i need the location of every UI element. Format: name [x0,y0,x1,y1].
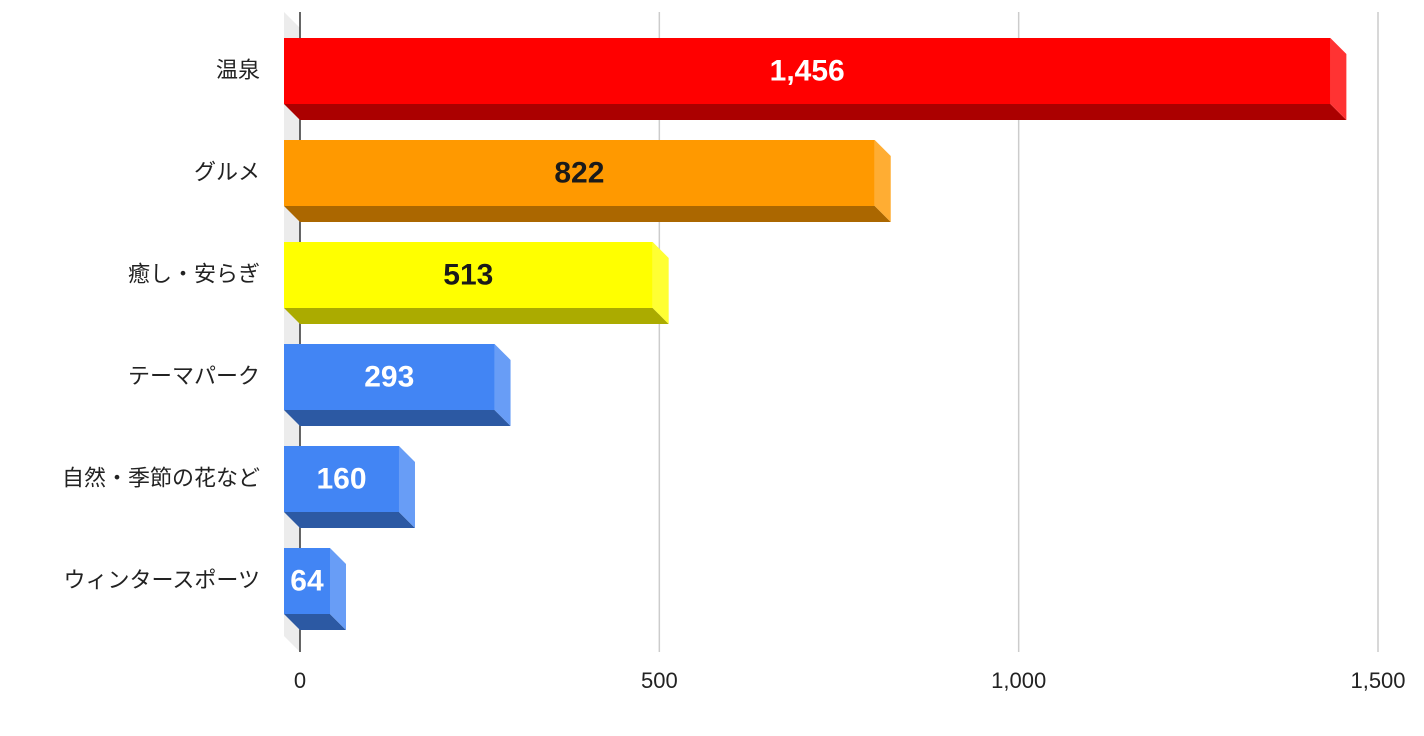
bar-end-face [652,242,669,324]
bar-group: 160 [284,446,415,528]
bar [284,38,1331,104]
bar-value-label: 822 [554,157,604,190]
x-tick-label: 0 [294,668,306,693]
bar-value-label: 160 [316,463,366,496]
bar [284,140,875,206]
category-label: 自然・季節の花など [62,467,260,492]
bar-end-face [329,548,346,630]
bar-value-label: 513 [443,259,493,292]
category-label: グルメ [194,161,260,186]
x-tick-label: 1,500 [1350,668,1405,693]
bar-end-face [494,344,511,426]
bar [284,242,653,308]
bar-group: 64 [284,548,346,630]
bar-value-label: 293 [364,361,414,394]
bar-bottom-face [284,512,415,528]
bar-end-face [398,446,415,528]
category-label: テーマパーク [128,365,260,390]
x-axis-tick-labels: 0 500 1,000 1,500 [294,668,1406,693]
bar-group: 293 [284,344,511,426]
x-tick-label: 500 [641,668,678,693]
bar [284,446,399,512]
bar [284,344,495,410]
category-label: 癒し・安らぎ [128,263,260,288]
bar-group: 822 [284,140,891,222]
bar-bottom-face [284,308,669,324]
bar-bottom-face [284,410,511,426]
bar-end-face [874,140,891,222]
category-label: 温泉 [216,59,260,84]
x-tick-label: 1,000 [991,668,1046,693]
bar-group: 513 [284,242,669,324]
bar-bottom-face [284,206,891,222]
bar-group: 1,456 [284,38,1347,120]
bars: 1,456 822 513 293 160 64 [284,38,1347,630]
category-label: ウィンタースポーツ [64,569,260,594]
bar [284,548,330,614]
bar-value-label: 1,456 [770,55,845,88]
bar-bottom-face [284,104,1347,120]
bar-value-label: 64 [290,565,324,598]
bar-end-face [1330,38,1347,120]
bar-bottom-face [284,614,346,630]
